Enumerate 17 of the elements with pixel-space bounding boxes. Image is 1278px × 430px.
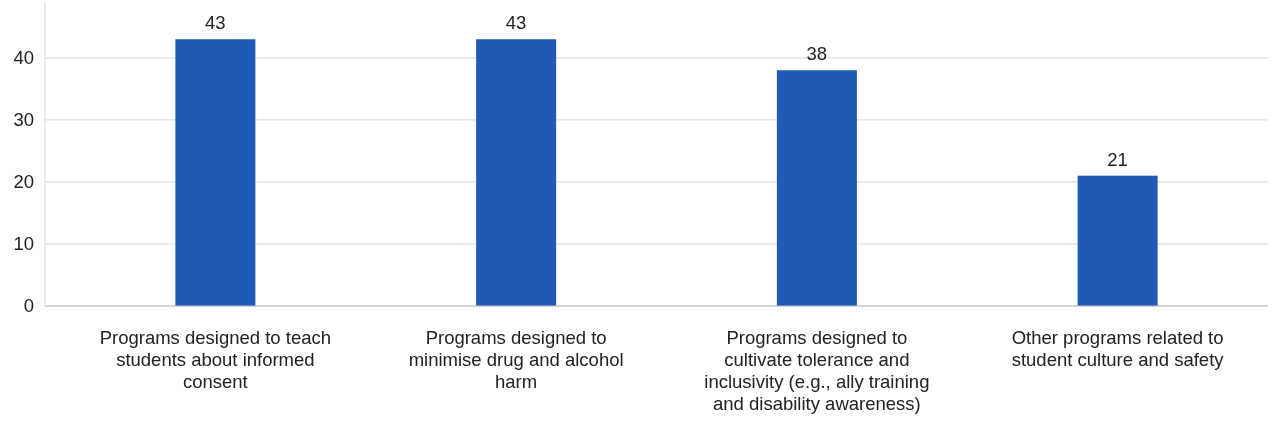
data-label: 21 [1107, 148, 1128, 170]
x-tick-label: Other programs related to student culture and safety [1011, 327, 1225, 370]
y-tick-label: 30 [13, 109, 34, 131]
bar [1077, 175, 1158, 306]
bar [776, 70, 857, 306]
data-label: 43 [205, 12, 226, 34]
x-tick-label: Programs designed to teach students about informed consent [99, 327, 332, 392]
x-tick-label: Programs designed to cultivate tolerance and inclusivity (e.g., ally training and disability awareness) [704, 327, 930, 414]
y-tick-label: 0 [23, 295, 34, 317]
y-tick-label: 10 [13, 233, 34, 255]
data-label: 38 [806, 43, 828, 65]
bar [476, 39, 557, 306]
y-tick-label: 20 [13, 171, 34, 193]
y-tick-label: 40 [13, 47, 34, 69]
x-tick-label: Programs designed to minimise drug and alcohol harm [408, 327, 624, 392]
data-label: 43 [505, 12, 527, 34]
bar [175, 39, 256, 306]
